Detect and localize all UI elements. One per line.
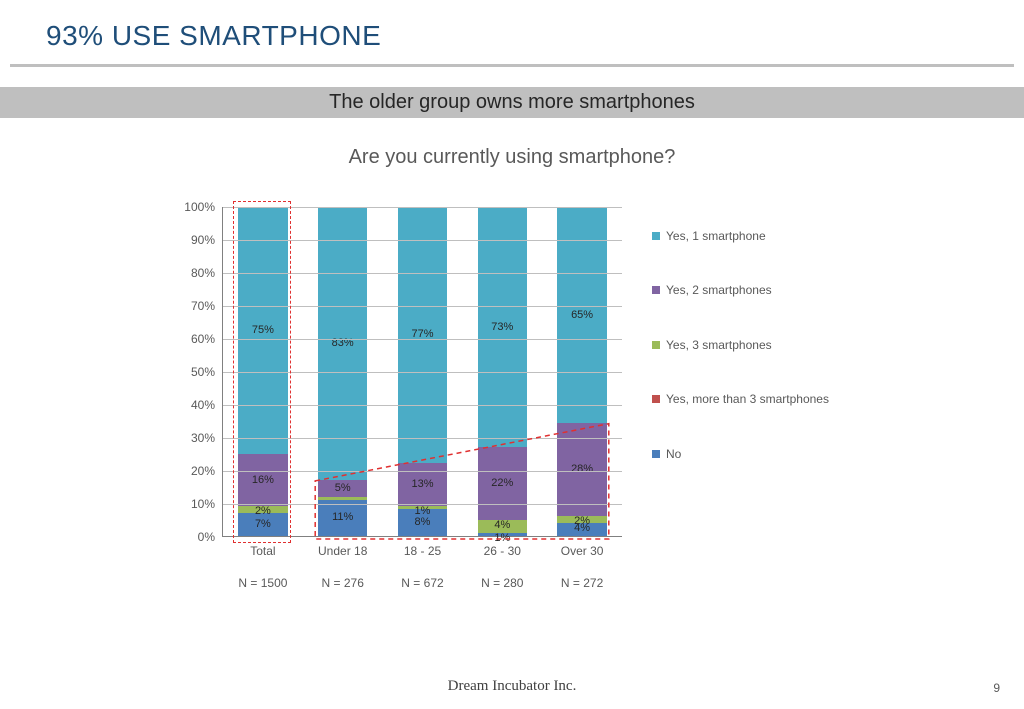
segment-value-label: 1%	[494, 533, 510, 544]
segment-value-label: 2%	[255, 506, 271, 517]
gridline	[223, 405, 622, 406]
subtitle-text: The older group owns more smartphones	[329, 91, 695, 113]
segment-value-label: 8%	[415, 517, 431, 528]
segment-value-label: 5%	[335, 483, 351, 494]
y-tick-label: 80%	[191, 266, 215, 280]
segment-value-label: 75%	[252, 325, 274, 336]
chart-question: Are you currently using smartphone?	[0, 146, 1024, 169]
gridline	[223, 372, 622, 373]
legend-swatch	[652, 286, 660, 294]
bar-segment-three: 2%	[557, 516, 606, 523]
y-tick-label: 100%	[184, 200, 215, 214]
gridline	[223, 240, 622, 241]
n-size-label: N = 1500	[223, 576, 303, 590]
legend-label: Yes, 1 smartphone	[666, 229, 766, 243]
legend-label: Yes, 2 smartphones	[666, 283, 772, 297]
x-category-label: Over 30	[542, 544, 622, 558]
gridline	[223, 339, 622, 340]
bar-segment-two: 16%	[238, 454, 287, 507]
segment-value-label: 28%	[571, 464, 593, 475]
legend-swatch	[652, 341, 660, 349]
y-tick-label: 50%	[191, 365, 215, 379]
slide-title: 93% USE SMARTPHONE	[46, 20, 1024, 52]
segment-value-label: 65%	[571, 310, 593, 321]
segment-value-label: 4%	[494, 520, 510, 531]
segment-value-label: 11%	[332, 512, 353, 523]
bar-segment-one: 83%	[318, 207, 367, 480]
gridline	[223, 438, 622, 439]
legend-item: Yes, 2 smartphones	[652, 283, 852, 297]
legend-label: No	[666, 447, 681, 461]
legend-swatch	[652, 232, 660, 240]
gridline	[223, 471, 622, 472]
legend-swatch	[652, 450, 660, 458]
chart-plot-area: 7%2%16%75%TotalN = 150011%5%83%Under 18N…	[222, 207, 622, 537]
subtitle-band: The older group owns more smartphones	[0, 87, 1024, 118]
x-category-label: 18 - 25	[383, 544, 463, 558]
bar-segment-three: 4%	[478, 520, 527, 533]
bar-segment-three: 1%	[398, 506, 447, 509]
bar-segment-two: 22%	[478, 447, 527, 519]
bar-segment-one: 73%	[478, 207, 527, 447]
title-underline	[10, 64, 1014, 67]
n-size-label: N = 272	[542, 576, 622, 590]
legend-item: Yes, 1 smartphone	[652, 229, 852, 243]
legend-label: Yes, more than 3 smartphones	[666, 392, 829, 406]
x-category-label: Total	[223, 544, 303, 558]
slide-title-bar: 93% USE SMARTPHONE	[0, 0, 1024, 60]
segment-value-label: 16%	[252, 475, 274, 486]
segment-value-label: 13%	[411, 479, 433, 490]
bar-segment-no: 1%	[478, 533, 527, 536]
y-tick-label: 40%	[191, 398, 215, 412]
segment-value-label: 22%	[491, 478, 513, 489]
legend-label: Yes, 3 smartphones	[666, 338, 772, 352]
y-tick-label: 70%	[191, 299, 215, 313]
y-tick-label: 60%	[191, 332, 215, 346]
page-number: 9	[993, 681, 1000, 695]
legend-item: Yes, 3 smartphones	[652, 338, 852, 352]
gridline	[223, 273, 622, 274]
bar-segment-two: 13%	[398, 463, 447, 506]
bar-segment-one: 75%	[238, 207, 287, 454]
segment-value-label: 2%	[574, 516, 590, 527]
legend-item: No	[652, 447, 852, 461]
chart-legend: Yes, 1 smartphone Yes, 2 smartphones Yes, …	[652, 229, 852, 501]
gridline	[223, 306, 622, 307]
y-tick-label: 30%	[191, 431, 215, 445]
legend-swatch	[652, 395, 660, 403]
y-tick-label: 20%	[191, 464, 215, 478]
y-tick-label: 90%	[191, 233, 215, 247]
n-size-label: N = 276	[303, 576, 383, 590]
gridline	[223, 504, 622, 505]
y-tick-label: 10%	[191, 497, 215, 511]
gridline	[223, 207, 622, 208]
chart: 7% 2% 16% 75% Total N = 1500 11% 5% 83% Under 18 N…	[162, 207, 862, 607]
n-size-label: N = 280	[462, 576, 542, 590]
bar-segment-one: 77%	[398, 207, 447, 463]
n-size-label: N = 672	[383, 576, 463, 590]
bar-segment-no: 11%	[318, 500, 367, 536]
legend-item: Yes, more than 3 smartphones	[652, 392, 852, 406]
x-category-label: 26 - 30	[462, 544, 542, 558]
y-tick-label: 0%	[198, 530, 215, 544]
bar-segment-two: 28%	[557, 423, 606, 516]
segment-value-label: 73%	[491, 322, 513, 333]
segment-value-label: 7%	[255, 519, 271, 530]
bar-segment-two: 5%	[318, 480, 367, 496]
bar-segment-three	[318, 497, 367, 500]
x-category-label: Under 18	[303, 544, 383, 558]
segment-value-label: 1%	[415, 506, 431, 517]
bar-segment-three: 2%	[238, 506, 287, 513]
footer-company: Dream Incubator Inc.	[0, 678, 1024, 695]
